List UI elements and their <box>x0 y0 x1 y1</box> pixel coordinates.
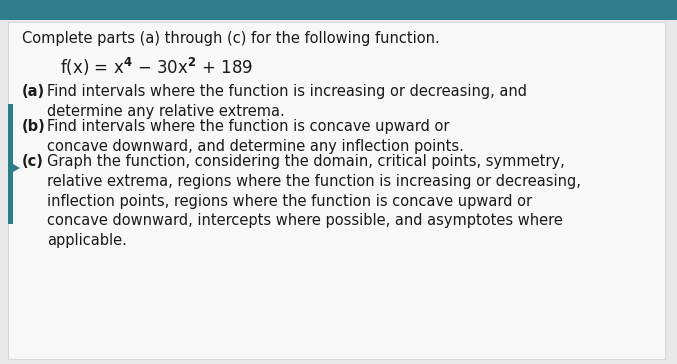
Text: Complete parts (a) through (c) for the following function.: Complete parts (a) through (c) for the f… <box>22 31 440 46</box>
Text: Graph the function, considering the domain, critical points, symmetry,
relative : Graph the function, considering the doma… <box>47 154 581 248</box>
Polygon shape <box>13 164 20 172</box>
Text: Find intervals where the function is concave upward or
concave downward, and det: Find intervals where the function is con… <box>47 119 464 154</box>
FancyBboxPatch shape <box>8 104 13 224</box>
Text: f(x) = x$\mathbf{^4}$ $-$ 30x$\mathbf{^2}$ + 189: f(x) = x$\mathbf{^4}$ $-$ 30x$\mathbf{^2… <box>60 56 253 78</box>
FancyBboxPatch shape <box>8 22 665 359</box>
FancyBboxPatch shape <box>0 0 677 20</box>
Text: (a): (a) <box>22 84 45 99</box>
Text: Find intervals where the function is increasing or decreasing, and
determine any: Find intervals where the function is inc… <box>47 84 527 119</box>
Text: (b): (b) <box>22 119 46 134</box>
Text: (c): (c) <box>22 154 44 169</box>
